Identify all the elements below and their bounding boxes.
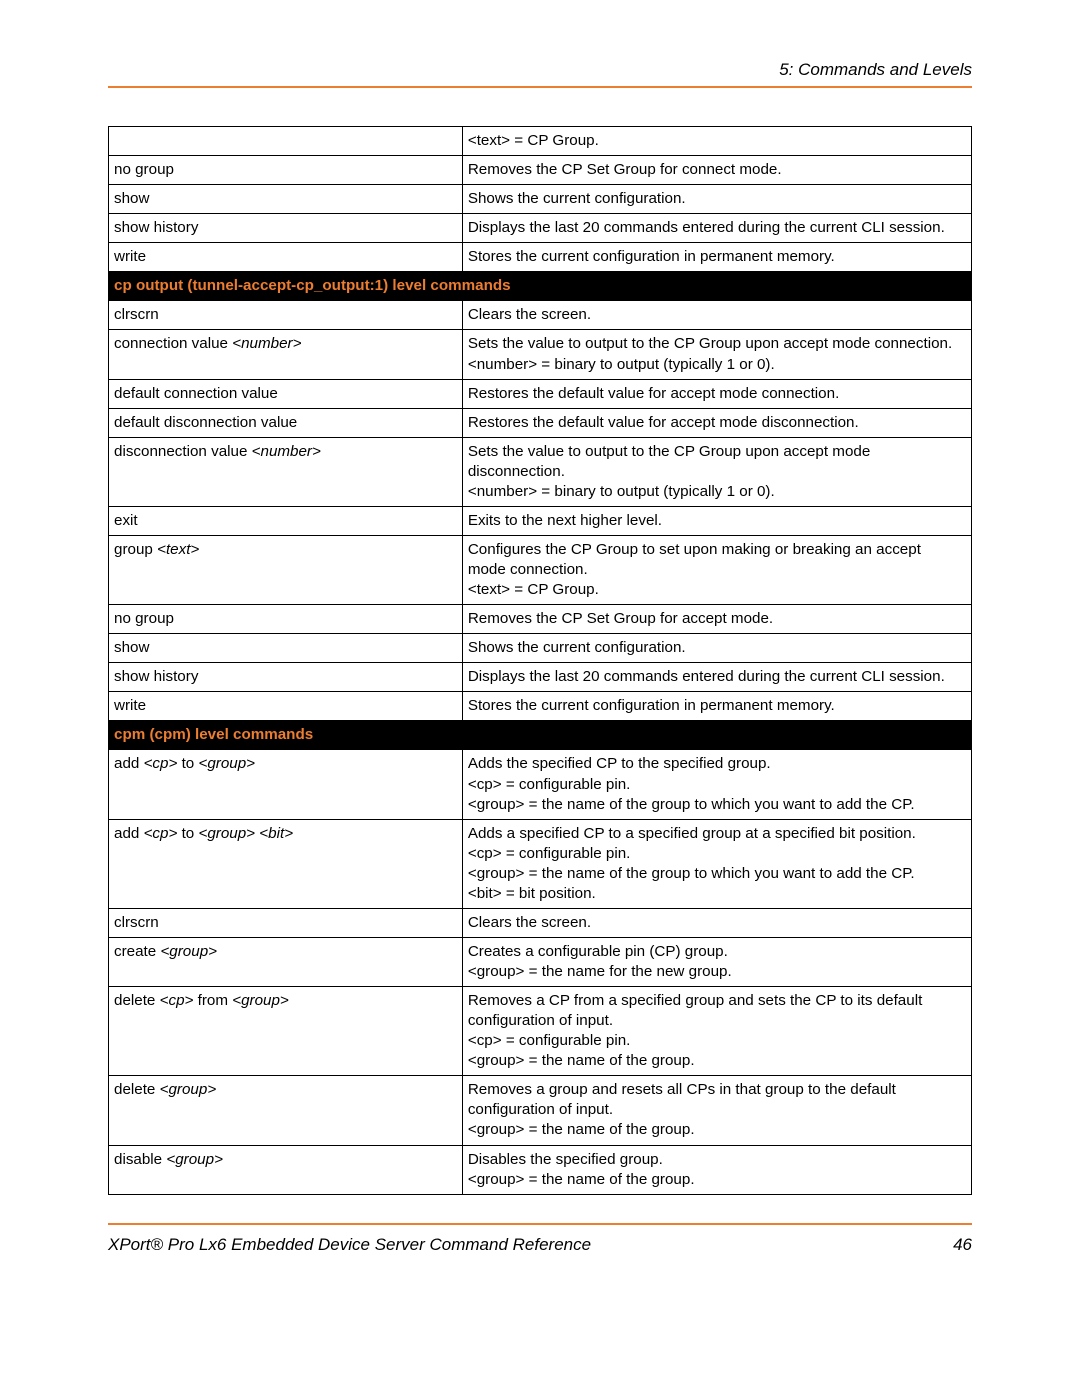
command-cell: clrscrn — [109, 908, 463, 937]
description-cell: Adds the specified CP to the specified g… — [462, 750, 971, 819]
table-row: delete <group>Removes a group and resets… — [109, 1076, 972, 1145]
command-cell: no group — [109, 156, 463, 185]
table-row: default connection valueRestores the def… — [109, 379, 972, 408]
table-row: no groupRemoves the CP Set Group for con… — [109, 156, 972, 185]
table-row: showShows the current configuration. — [109, 185, 972, 214]
description-cell: Exits to the next higher level. — [462, 506, 971, 535]
table-row: showShows the current configuration. — [109, 634, 972, 663]
description-cell: Restores the default value for accept mo… — [462, 379, 971, 408]
command-cell: delete <group> — [109, 1076, 463, 1145]
description-cell: Configures the CP Group to set upon maki… — [462, 535, 971, 604]
description-cell: Removes a CP from a specified group and … — [462, 987, 971, 1076]
command-cell: no group — [109, 605, 463, 634]
description-cell: Shows the current configuration. — [462, 634, 971, 663]
table-row: disable <group>Disables the specified gr… — [109, 1145, 972, 1194]
command-cell: clrscrn — [109, 301, 463, 330]
table-row: show historyDisplays the last 20 command… — [109, 214, 972, 243]
command-cell: default connection value — [109, 379, 463, 408]
command-cell: exit — [109, 506, 463, 535]
description-cell: <text> = CP Group. — [462, 127, 971, 156]
command-cell: show history — [109, 214, 463, 243]
table-row: no groupRemoves the CP Set Group for acc… — [109, 605, 972, 634]
description-cell: Removes the CP Set Group for accept mode… — [462, 605, 971, 634]
section-header-row: cpm (cpm) level commands — [109, 721, 972, 750]
chapter-title: 5: Commands and Levels — [779, 60, 972, 79]
description-cell: Displays the last 20 commands entered du… — [462, 214, 971, 243]
page-container: 5: Commands and Levels <text> = CP Group… — [0, 0, 1080, 1305]
command-cell — [109, 127, 463, 156]
command-cell: default disconnection value — [109, 408, 463, 437]
description-cell: Removes a group and resets all CPs in th… — [462, 1076, 971, 1145]
command-cell: write — [109, 243, 463, 272]
commands-table: <text> = CP Group.no groupRemoves the CP… — [108, 126, 972, 1195]
table-row: disconnection value <number>Sets the val… — [109, 437, 972, 506]
table-row: default disconnection valueRestores the … — [109, 408, 972, 437]
table-row: <text> = CP Group. — [109, 127, 972, 156]
table-row: exitExits to the next higher level. — [109, 506, 972, 535]
description-cell: Stores the current configuration in perm… — [462, 692, 971, 721]
section-header-row: cp output (tunnel-accept-cp_output:1) le… — [109, 272, 972, 301]
table-row: group <text>Configures the CP Group to s… — [109, 535, 972, 604]
command-cell: connection value <number> — [109, 330, 463, 379]
table-row: create <group>Creates a configurable pin… — [109, 937, 972, 986]
description-cell: Disables the specified group.<group> = t… — [462, 1145, 971, 1194]
table-row: add <cp> to <group> <bit>Adds a specifie… — [109, 819, 972, 908]
footer-title: XPort® Pro Lx6 Embedded Device Server Co… — [108, 1235, 591, 1255]
command-cell: add <cp> to <group> <bit> — [109, 819, 463, 908]
table-row: add <cp> to <group>Adds the specified CP… — [109, 750, 972, 819]
header-rule — [108, 86, 972, 88]
description-cell: Shows the current configuration. — [462, 185, 971, 214]
command-cell: add <cp> to <group> — [109, 750, 463, 819]
description-cell: Removes the CP Set Group for connect mod… — [462, 156, 971, 185]
table-row: writeStores the current configuration in… — [109, 692, 972, 721]
command-cell: group <text> — [109, 535, 463, 604]
command-cell: disconnection value <number> — [109, 437, 463, 506]
description-cell: Displays the last 20 commands entered du… — [462, 663, 971, 692]
table-row: writeStores the current configuration in… — [109, 243, 972, 272]
description-cell: Clears the screen. — [462, 908, 971, 937]
footer-page-number: 46 — [953, 1235, 972, 1255]
description-cell: Stores the current configuration in perm… — [462, 243, 971, 272]
description-cell: Sets the value to output to the CP Group… — [462, 437, 971, 506]
command-cell: delete <cp> from <group> — [109, 987, 463, 1076]
description-cell: Adds a specified CP to a specified group… — [462, 819, 971, 908]
section-header-cell: cp output (tunnel-accept-cp_output:1) le… — [109, 272, 972, 301]
command-cell: show — [109, 185, 463, 214]
table-row: clrscrnClears the screen. — [109, 301, 972, 330]
table-row: delete <cp> from <group>Removes a CP fro… — [109, 987, 972, 1076]
footer-rule — [108, 1223, 972, 1225]
description-cell: Sets the value to output to the CP Group… — [462, 330, 971, 379]
description-cell: Creates a configurable pin (CP) group.<g… — [462, 937, 971, 986]
table-row: connection value <number>Sets the value … — [109, 330, 972, 379]
page-header: 5: Commands and Levels — [108, 60, 972, 80]
description-cell: Clears the screen. — [462, 301, 971, 330]
page-footer: XPort® Pro Lx6 Embedded Device Server Co… — [108, 1235, 972, 1255]
command-cell: write — [109, 692, 463, 721]
description-cell: Restores the default value for accept mo… — [462, 408, 971, 437]
command-cell: show — [109, 634, 463, 663]
command-cell: show history — [109, 663, 463, 692]
command-cell: disable <group> — [109, 1145, 463, 1194]
table-row: clrscrnClears the screen. — [109, 908, 972, 937]
section-header-cell: cpm (cpm) level commands — [109, 721, 972, 750]
command-cell: create <group> — [109, 937, 463, 986]
table-row: show historyDisplays the last 20 command… — [109, 663, 972, 692]
